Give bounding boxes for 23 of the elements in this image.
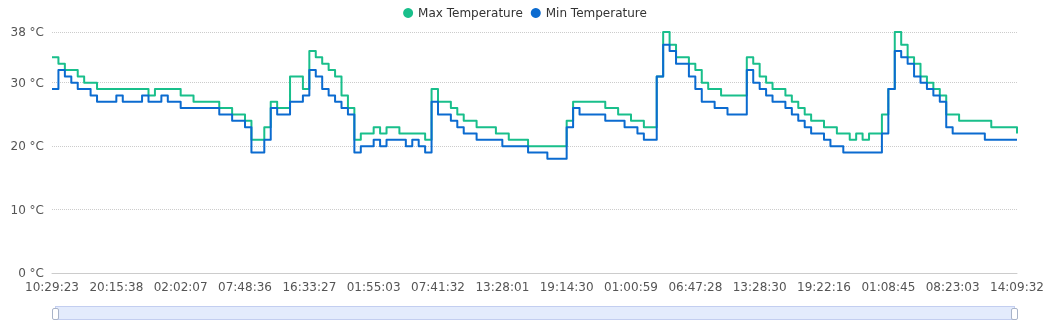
x-tick-label: 10:29:23 — [25, 280, 79, 294]
y-tick-label: 0 °C — [18, 266, 44, 280]
x-tick-label: 06:47:28 — [668, 280, 723, 294]
x-tick-label: 01:55:03 — [346, 280, 401, 294]
x-tick-label: 13:28:01 — [475, 280, 530, 294]
x-tick-label: 14:09:32 — [990, 280, 1044, 294]
x-tick-label: 13:28:30 — [732, 280, 787, 294]
x-tick-label: 01:00:59 — [604, 280, 658, 294]
x-tick-label: 16:33:27 — [282, 280, 337, 294]
x-tick-label: 19:22:16 — [797, 280, 851, 294]
y-tick-label: 10 °C — [10, 202, 44, 217]
x-tick-label: 20:15:38 — [89, 280, 144, 294]
x-tick-label: 07:48:36 — [218, 280, 272, 294]
x-tick-label: 02:02:07 — [153, 280, 208, 294]
x-tick-label: 07:41:32 — [411, 280, 465, 294]
y-tick-label: 20 °C — [10, 139, 44, 154]
legend-label: Min Temperature — [545, 6, 647, 20]
legend-label: Max Temperature — [418, 6, 523, 20]
y-tick-label: 30 °C — [10, 75, 44, 90]
x-tick-label: 19:14:30 — [539, 280, 594, 294]
y-tick-label: 38 °C — [10, 25, 44, 39]
x-tick-label: 01:08:45 — [861, 280, 916, 294]
x-tick-label: 08:23:03 — [925, 280, 980, 294]
